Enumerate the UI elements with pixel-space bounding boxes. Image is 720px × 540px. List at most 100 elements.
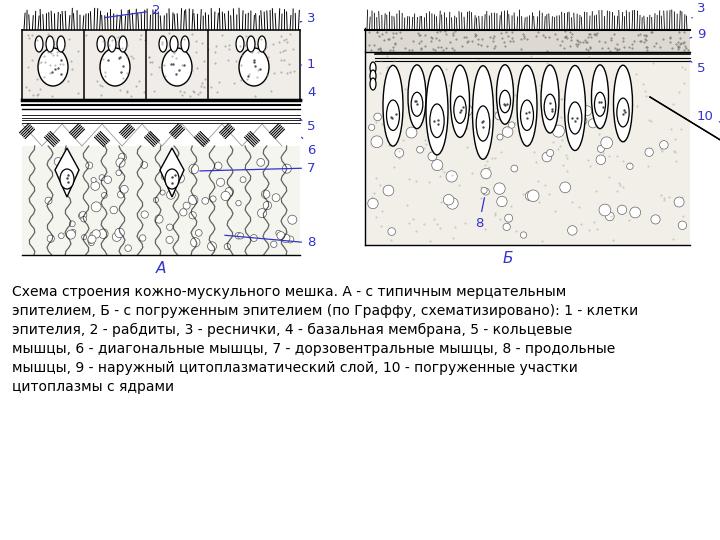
Ellipse shape bbox=[527, 190, 539, 201]
Ellipse shape bbox=[69, 221, 75, 227]
Ellipse shape bbox=[383, 65, 403, 146]
Ellipse shape bbox=[99, 175, 105, 181]
Text: А: А bbox=[156, 261, 166, 276]
Ellipse shape bbox=[521, 232, 527, 238]
Ellipse shape bbox=[368, 198, 378, 208]
Ellipse shape bbox=[472, 66, 493, 159]
Ellipse shape bbox=[261, 190, 270, 198]
Ellipse shape bbox=[170, 36, 178, 52]
Ellipse shape bbox=[180, 208, 187, 216]
Ellipse shape bbox=[235, 232, 242, 239]
Ellipse shape bbox=[215, 162, 222, 170]
Ellipse shape bbox=[588, 119, 598, 128]
Ellipse shape bbox=[454, 96, 466, 123]
Ellipse shape bbox=[57, 36, 65, 52]
Ellipse shape bbox=[112, 232, 121, 241]
Ellipse shape bbox=[568, 102, 582, 134]
Ellipse shape bbox=[141, 211, 148, 218]
Text: 4: 4 bbox=[302, 85, 315, 100]
Ellipse shape bbox=[78, 212, 86, 220]
Ellipse shape bbox=[168, 161, 176, 169]
Ellipse shape bbox=[600, 137, 613, 148]
Ellipse shape bbox=[645, 148, 653, 157]
Ellipse shape bbox=[239, 48, 269, 86]
Ellipse shape bbox=[495, 112, 503, 120]
Ellipse shape bbox=[497, 197, 507, 207]
Ellipse shape bbox=[606, 212, 614, 221]
Ellipse shape bbox=[476, 106, 490, 141]
Ellipse shape bbox=[202, 198, 209, 204]
Ellipse shape bbox=[497, 134, 503, 140]
Text: Б: Б bbox=[503, 251, 513, 266]
Ellipse shape bbox=[54, 158, 63, 166]
Ellipse shape bbox=[183, 202, 190, 209]
Ellipse shape bbox=[494, 183, 505, 194]
Ellipse shape bbox=[46, 36, 54, 52]
Ellipse shape bbox=[79, 212, 87, 219]
Ellipse shape bbox=[258, 36, 266, 52]
Ellipse shape bbox=[118, 153, 127, 161]
Text: 8: 8 bbox=[475, 198, 485, 230]
Ellipse shape bbox=[81, 217, 86, 222]
Polygon shape bbox=[55, 148, 79, 197]
Ellipse shape bbox=[552, 125, 564, 137]
Ellipse shape bbox=[287, 236, 294, 243]
Ellipse shape bbox=[47, 235, 55, 242]
Ellipse shape bbox=[63, 159, 70, 167]
Ellipse shape bbox=[141, 161, 148, 168]
Ellipse shape bbox=[477, 119, 487, 129]
Ellipse shape bbox=[271, 241, 277, 247]
Ellipse shape bbox=[276, 230, 281, 235]
Ellipse shape bbox=[189, 164, 199, 174]
Ellipse shape bbox=[140, 235, 146, 241]
Ellipse shape bbox=[546, 150, 554, 157]
Ellipse shape bbox=[235, 200, 241, 206]
Ellipse shape bbox=[264, 201, 271, 210]
Ellipse shape bbox=[155, 215, 163, 223]
Ellipse shape bbox=[651, 215, 660, 224]
Ellipse shape bbox=[544, 98, 549, 105]
Ellipse shape bbox=[160, 190, 165, 195]
Ellipse shape bbox=[446, 171, 457, 182]
Ellipse shape bbox=[58, 233, 64, 239]
Ellipse shape bbox=[417, 146, 423, 153]
Ellipse shape bbox=[166, 237, 174, 244]
Ellipse shape bbox=[166, 191, 175, 199]
Ellipse shape bbox=[432, 160, 443, 171]
Ellipse shape bbox=[166, 224, 173, 231]
Ellipse shape bbox=[251, 234, 257, 241]
Ellipse shape bbox=[165, 169, 179, 189]
Ellipse shape bbox=[175, 174, 184, 183]
Text: 1: 1 bbox=[300, 58, 315, 71]
Ellipse shape bbox=[481, 187, 487, 193]
Ellipse shape bbox=[92, 230, 100, 238]
Ellipse shape bbox=[567, 120, 574, 127]
Ellipse shape bbox=[224, 244, 230, 249]
Ellipse shape bbox=[288, 215, 297, 224]
Ellipse shape bbox=[613, 65, 632, 141]
Ellipse shape bbox=[100, 48, 130, 86]
Ellipse shape bbox=[406, 127, 417, 138]
Ellipse shape bbox=[660, 140, 668, 149]
Ellipse shape bbox=[35, 36, 43, 52]
Ellipse shape bbox=[374, 113, 382, 121]
Ellipse shape bbox=[88, 235, 96, 243]
Ellipse shape bbox=[90, 232, 96, 238]
Text: 3: 3 bbox=[692, 2, 706, 18]
Ellipse shape bbox=[161, 173, 168, 180]
Text: 5: 5 bbox=[690, 61, 706, 75]
Ellipse shape bbox=[89, 240, 94, 246]
Ellipse shape bbox=[451, 65, 469, 137]
Ellipse shape bbox=[678, 221, 687, 230]
Ellipse shape bbox=[91, 202, 101, 212]
Ellipse shape bbox=[97, 36, 105, 52]
Ellipse shape bbox=[104, 176, 112, 184]
Ellipse shape bbox=[102, 192, 107, 198]
Ellipse shape bbox=[71, 230, 76, 234]
Ellipse shape bbox=[236, 36, 244, 52]
Ellipse shape bbox=[195, 230, 202, 237]
Ellipse shape bbox=[482, 188, 490, 195]
Ellipse shape bbox=[370, 70, 376, 82]
Ellipse shape bbox=[159, 36, 167, 52]
Ellipse shape bbox=[371, 136, 383, 147]
